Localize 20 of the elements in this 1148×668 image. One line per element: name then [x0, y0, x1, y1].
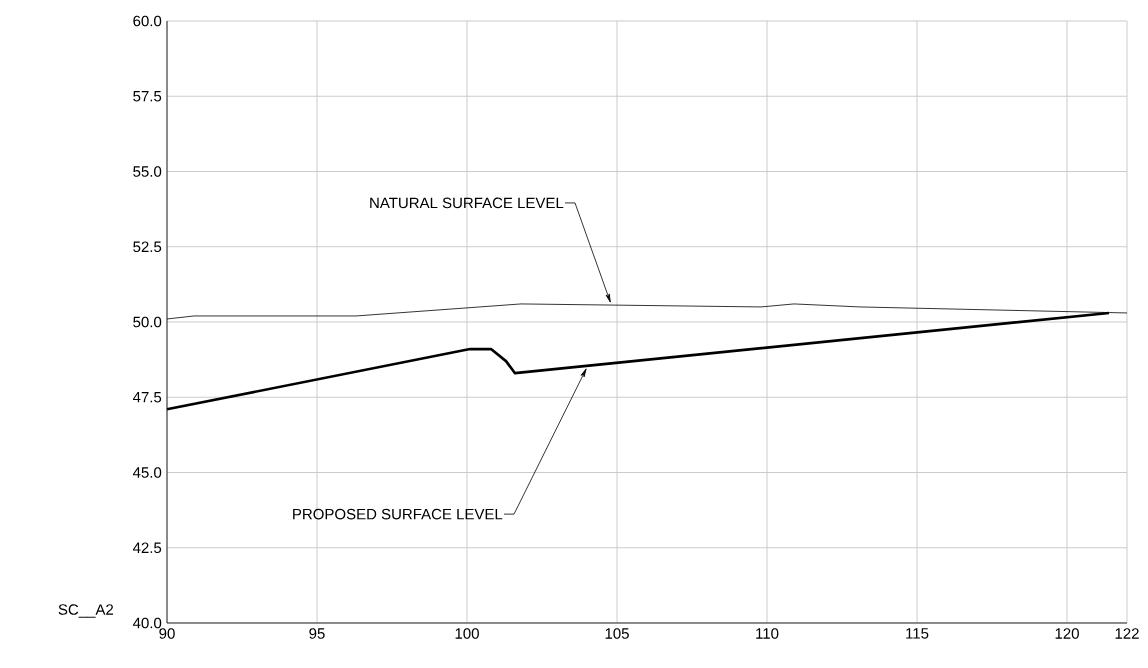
- x-tick-label: 115: [906, 628, 929, 639]
- y-tick-label: 40.0: [132, 617, 162, 629]
- x-tick-label: 90: [159, 628, 175, 639]
- annotation: NATURAL SURFACE LEVEL: [370, 197, 564, 209]
- y-tick-label: 50.0: [133, 316, 162, 328]
- y-tick-label: 55.0: [133, 166, 162, 177]
- text: SC__A2: [58, 604, 114, 618]
- y-tick-label: 52.5: [133, 241, 162, 253]
- y-tick-label: 47.5: [132, 392, 162, 403]
- y-tick-label: 45.0: [132, 467, 162, 478]
- y-tick-label: 42.5: [132, 542, 162, 554]
- x-tick-label: 120: [1055, 628, 1079, 639]
- x-tick-label: 105: [605, 628, 629, 639]
- annotation: PROPOSED SURFACE LEVEL: [293, 508, 503, 520]
- x-tick-label: 122: [1115, 628, 1139, 639]
- x-tick-label: 110: [756, 628, 779, 639]
- y-tick-label: 60.0: [133, 15, 162, 27]
- x-tick-label: 95: [309, 628, 325, 639]
- x-tick-label: 100: [455, 628, 479, 639]
- y-tick-label: 57.5: [133, 91, 162, 102]
